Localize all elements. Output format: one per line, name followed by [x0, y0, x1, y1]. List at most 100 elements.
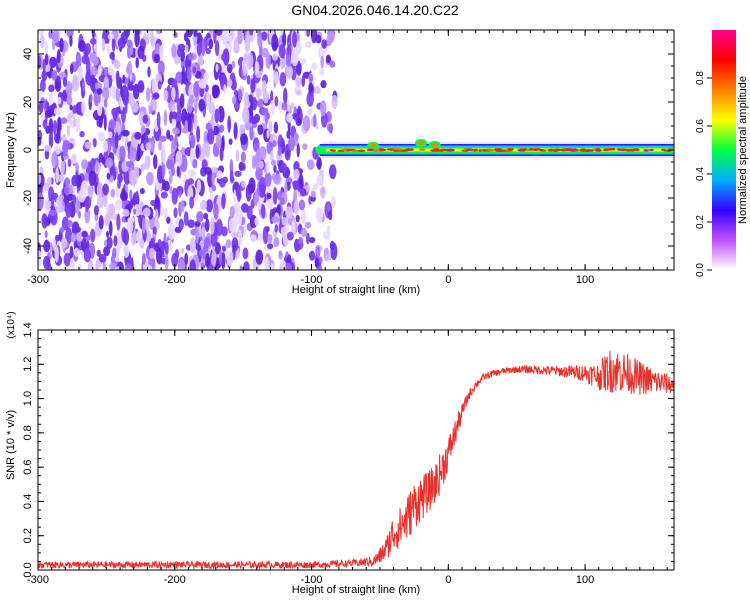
noise-dot	[56, 124, 61, 143]
band-peak	[661, 148, 666, 152]
noise-dot	[298, 173, 304, 190]
noise-dot	[51, 151, 58, 168]
noise-dot	[256, 148, 260, 163]
noise-dot	[155, 30, 162, 35]
noise-dot	[38, 30, 45, 37]
noise-dot	[278, 250, 283, 260]
noise-dot	[267, 243, 274, 250]
noise-dot	[181, 66, 186, 84]
noise-dot	[220, 31, 229, 45]
snr-series-line	[38, 350, 674, 570]
noise-dot	[75, 52, 82, 70]
band-bump-core	[431, 143, 438, 147]
noise-dot	[205, 253, 211, 268]
y-tick-label: 0.8	[22, 425, 34, 440]
noise-dot	[111, 119, 117, 129]
noise-dot	[229, 169, 234, 182]
noise-dot	[148, 105, 153, 115]
noise-dot	[310, 30, 318, 44]
noise-dot	[96, 249, 101, 257]
noise-dot	[200, 199, 208, 211]
noise-dot	[44, 53, 49, 66]
noise-dot	[147, 66, 151, 78]
noise-dot	[64, 177, 71, 187]
noise-dot	[211, 166, 217, 174]
noise-dot	[199, 153, 205, 162]
noise-dot	[103, 98, 108, 108]
noise-dot	[267, 234, 273, 244]
colorbar-tick-label: 0.0	[695, 263, 706, 277]
noise-dot	[134, 30, 140, 48]
noise-dot	[221, 193, 226, 210]
noise-dot	[186, 66, 192, 82]
noise-dot	[221, 52, 229, 62]
noise-dot	[111, 35, 116, 52]
noise-dot	[273, 236, 280, 248]
noise-dot	[66, 95, 73, 106]
noise-dot	[187, 178, 195, 185]
noise-dot	[71, 153, 78, 164]
noise-dot	[48, 131, 54, 149]
y-tick-label: 0.0	[22, 562, 34, 577]
noise-dot	[260, 204, 266, 219]
noise-dot	[135, 57, 140, 69]
spectrogram-marks	[38, 30, 674, 270]
noise-dot	[93, 205, 99, 216]
noise-dot	[102, 140, 109, 153]
band-peak	[340, 148, 349, 151]
noise-dot	[145, 142, 152, 151]
noise-dot	[266, 192, 272, 200]
noise-dot	[293, 168, 300, 180]
noise-dot	[52, 236, 56, 252]
x-tick-label: -300	[27, 274, 49, 286]
noise-dot	[208, 102, 216, 114]
noise-dot	[220, 226, 228, 237]
noise-dot	[137, 45, 145, 60]
noise-dot	[299, 58, 307, 65]
noise-dot	[242, 65, 247, 77]
noise-dot	[74, 196, 81, 214]
noise-dot	[205, 142, 211, 159]
noise-dot	[123, 243, 130, 258]
noise-dot	[102, 196, 108, 205]
noise-dot	[320, 80, 327, 89]
noise-dot	[330, 195, 336, 208]
noise-dot	[195, 145, 200, 160]
noise-dot	[306, 108, 313, 116]
noise-dot	[65, 201, 72, 218]
noise-dot	[54, 246, 59, 263]
noise-dot	[96, 195, 104, 209]
noise-dot	[84, 172, 89, 183]
snr-frame	[37, 329, 675, 571]
noise-dot	[309, 236, 316, 244]
noise-dot	[48, 88, 53, 105]
noise-dot	[240, 203, 249, 213]
noise-dot	[53, 107, 62, 116]
noise-dot	[142, 114, 148, 124]
noise-dot	[55, 81, 60, 91]
noise-dot	[72, 194, 77, 205]
noise-dot	[194, 98, 198, 114]
noise-dot	[318, 264, 323, 270]
noise-dot	[121, 84, 129, 103]
noise-dot	[88, 170, 97, 187]
noise-dot	[256, 200, 262, 210]
noise-dot	[65, 227, 73, 245]
y-tick-label: -20	[22, 190, 34, 206]
colorbar-tick-label: 0.4	[695, 167, 706, 181]
noise-dot	[49, 56, 57, 68]
noise-dot	[171, 111, 178, 120]
noise-dot	[96, 181, 104, 199]
noise-dot	[298, 236, 304, 245]
noise-dot	[105, 236, 113, 250]
noise-dot	[44, 40, 49, 55]
noise-dot	[202, 245, 209, 252]
noise-dot	[271, 33, 279, 52]
noise-dot	[308, 73, 313, 83]
snr-axes: -300 -200 -100 0 100 0.0 0.2 0.4 0.6 0.8 1.0 1.2 1.4	[22, 322, 674, 586]
x-tick-label: -100	[301, 274, 323, 286]
noise-dot	[318, 256, 323, 264]
noise-dot	[226, 63, 233, 74]
noise-dot	[171, 103, 176, 113]
